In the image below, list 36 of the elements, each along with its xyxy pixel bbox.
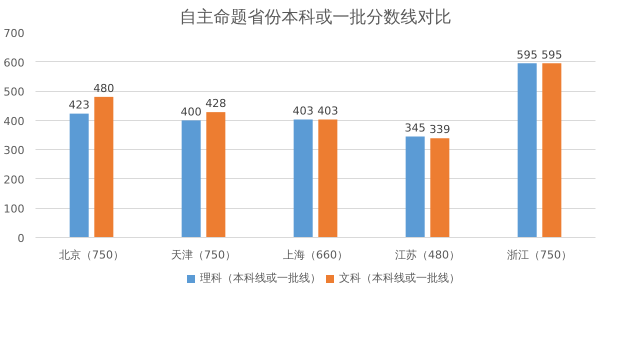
bar bbox=[406, 136, 425, 238]
bar bbox=[542, 63, 562, 238]
bar bbox=[318, 119, 338, 238]
y-tick-label: 400 bbox=[4, 114, 25, 128]
y-tick-label: 500 bbox=[4, 86, 25, 99]
y-tick-label: 200 bbox=[4, 173, 25, 186]
bar bbox=[518, 63, 537, 238]
x-tick-label: 北京（750） bbox=[59, 248, 124, 262]
data-label: 595 bbox=[516, 48, 538, 62]
bar bbox=[182, 120, 201, 238]
data-label: 428 bbox=[205, 97, 226, 110]
data-label: 339 bbox=[429, 123, 450, 136]
y-tick-label: 600 bbox=[4, 56, 25, 70]
legend-label: 文科（本科线或一批线） bbox=[339, 270, 460, 286]
bar bbox=[430, 138, 450, 238]
y-tick-label: 300 bbox=[4, 144, 25, 158]
data-label: 403 bbox=[317, 104, 338, 118]
x-tick-label: 浙江（750） bbox=[507, 248, 572, 262]
bar bbox=[294, 119, 313, 238]
bar bbox=[94, 96, 114, 238]
bar bbox=[206, 112, 226, 238]
y-tick-label: 100 bbox=[4, 202, 25, 216]
data-label: 345 bbox=[404, 121, 426, 134]
bar bbox=[70, 114, 89, 238]
data-label: 595 bbox=[541, 48, 562, 62]
data-label: 480 bbox=[93, 82, 114, 95]
data-label: 400 bbox=[180, 105, 202, 118]
x-tick-label: 上海（660） bbox=[283, 248, 348, 262]
y-tick-label: 0 bbox=[18, 232, 24, 245]
chart-title: 自主命题省份本科或一批分数线对比 bbox=[180, 8, 452, 28]
data-label: 423 bbox=[68, 98, 90, 112]
y-tick-label: 700 bbox=[4, 27, 25, 40]
legend-label: 理科（本科线或一批线） bbox=[200, 270, 321, 286]
x-tick-label: 天津（750） bbox=[171, 248, 236, 262]
data-label: 403 bbox=[292, 104, 314, 118]
x-tick-label: 江苏（480） bbox=[395, 248, 460, 262]
